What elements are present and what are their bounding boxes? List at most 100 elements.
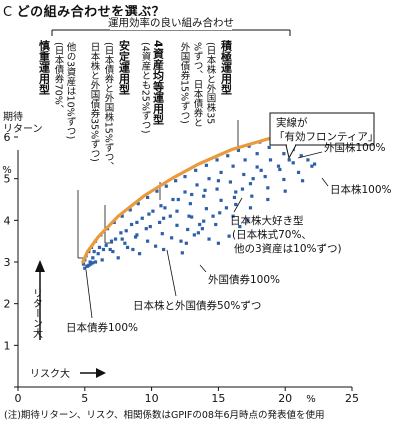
callout-leader xyxy=(85,269,93,319)
data-point xyxy=(259,168,263,172)
data-point xyxy=(214,222,218,227)
data-point xyxy=(175,223,179,227)
data-point xyxy=(202,219,206,223)
x-tick-label: 10 xyxy=(145,392,159,405)
data-point xyxy=(93,260,98,264)
data-point xyxy=(251,177,255,181)
data-point xyxy=(163,206,167,210)
frontier-callout-line: 実線が xyxy=(276,116,308,129)
data-point xyxy=(248,182,253,186)
callout-label: 外国株100% xyxy=(324,141,386,154)
data-point xyxy=(246,218,250,222)
data-point xyxy=(236,148,241,152)
annotation-detail: (4資産とも25%ずつ) xyxy=(140,42,152,134)
annotation-detail: 日本株と外国債券35%ずつ) xyxy=(89,42,101,162)
data-point xyxy=(219,170,223,175)
data-point xyxy=(125,245,130,250)
data-point xyxy=(159,204,163,208)
annotation-detail: (日本株と外国株35 xyxy=(205,42,217,124)
data-point xyxy=(268,158,273,162)
data-point xyxy=(282,152,286,156)
annotation-title: 慎重運用型 xyxy=(38,39,51,96)
data-point xyxy=(207,237,211,241)
data-point xyxy=(175,209,179,213)
annotation-detail: 外国債券15%ずつ) xyxy=(179,41,191,123)
callout-leader xyxy=(199,264,207,273)
data-point xyxy=(124,229,128,233)
data-point xyxy=(145,239,150,243)
data-point xyxy=(218,211,222,215)
callout-label: 日本株大好き型 xyxy=(230,214,304,227)
data-point xyxy=(101,247,106,252)
y-tick-label: 3 xyxy=(4,256,11,269)
annotation-detail: (日本債券70%、 xyxy=(53,42,65,114)
callout-label: 日本株100% xyxy=(330,183,392,196)
data-point xyxy=(263,174,267,179)
data-point xyxy=(190,215,194,219)
data-point xyxy=(119,231,123,235)
data-point xyxy=(88,260,92,264)
data-point xyxy=(179,239,183,243)
data-point xyxy=(232,195,237,200)
data-point xyxy=(81,262,86,266)
data-point xyxy=(183,174,187,179)
data-point xyxy=(176,197,180,202)
x-unit: % xyxy=(306,394,316,405)
data-point xyxy=(283,189,287,193)
data-point xyxy=(198,222,202,227)
data-point xyxy=(145,195,150,200)
callout-label: 外国債券100% xyxy=(208,273,280,286)
y-tick-label: 4 xyxy=(4,214,11,227)
data-point xyxy=(97,245,102,250)
data-point xyxy=(202,194,206,198)
data-point xyxy=(136,202,140,206)
data-point xyxy=(200,227,204,231)
data-point xyxy=(170,236,174,240)
annotation-detail: 他の3資産は10%ずつ) xyxy=(65,41,77,139)
frontier-callout-box xyxy=(269,112,375,146)
y-label-2: リターン xyxy=(3,123,43,135)
data-point xyxy=(113,237,118,241)
data-point xyxy=(140,216,144,220)
data-point xyxy=(154,244,158,248)
data-point xyxy=(276,164,281,168)
y-unit: % xyxy=(2,165,12,176)
data-point xyxy=(135,233,139,237)
data-point xyxy=(195,183,199,187)
data-point xyxy=(300,179,305,183)
data-point xyxy=(171,197,175,202)
data-point xyxy=(135,220,139,225)
data-point xyxy=(226,154,230,158)
data-point xyxy=(266,186,270,190)
frontier-line xyxy=(81,135,277,264)
x-direction-label: リスク大 xyxy=(30,367,70,380)
data-point xyxy=(228,180,233,184)
data-point xyxy=(100,258,104,262)
x-tick-label: 0 xyxy=(15,392,22,405)
data-point xyxy=(255,165,259,169)
top-bracket-label: 運用効率の良い組み合わせ xyxy=(108,16,234,29)
data-point xyxy=(109,239,114,243)
data-point xyxy=(92,249,96,254)
data-point xyxy=(216,241,220,245)
callout-leader xyxy=(233,197,243,213)
frontier-callout-line: 「有効フロンティア」 xyxy=(274,130,378,143)
data-point xyxy=(148,224,152,229)
data-point xyxy=(238,224,242,229)
annotation-title: 安定運用型 xyxy=(118,39,131,96)
data-point xyxy=(87,263,91,267)
y-direction-arrowhead xyxy=(35,260,45,272)
data-point xyxy=(160,232,164,236)
callout-detail: 他の3資産は10%ずつ) xyxy=(234,242,342,255)
data-point xyxy=(247,144,251,148)
x-tick-label: 5 xyxy=(81,392,88,405)
data-point xyxy=(248,206,253,210)
data-point xyxy=(216,179,220,183)
data-point xyxy=(91,256,95,260)
y-tick-label: 5 xyxy=(4,173,11,186)
data-point xyxy=(310,164,314,168)
data-point xyxy=(190,192,194,197)
efficient-frontier xyxy=(81,135,277,264)
